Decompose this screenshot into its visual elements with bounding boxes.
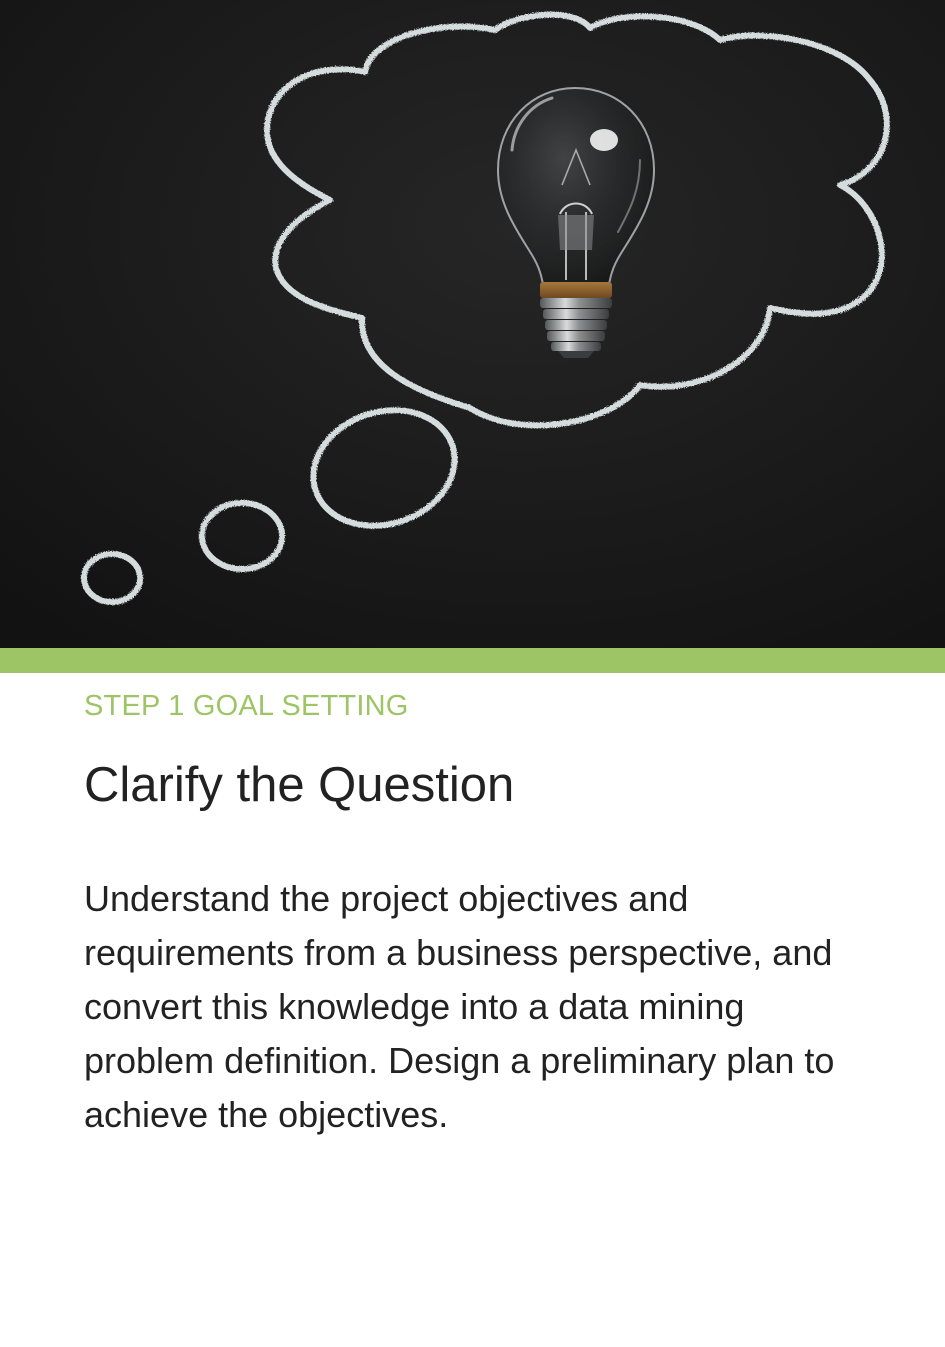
thought-bubble-small-icon [81, 551, 143, 605]
chalkboard-background [0, 0, 945, 648]
card-body-text: Understand the project objectives and re… [84, 878, 835, 1135]
accent-bar [0, 648, 945, 673]
thought-bubble-large-icon [310, 407, 458, 529]
thought-bubble-medium-icon [199, 500, 285, 572]
step-label: STEP 1 GOAL SETTING [84, 690, 409, 722]
thought-cloud-icon [263, 11, 890, 429]
hero-image [0, 0, 945, 648]
chalkboard-illustration [0, 0, 945, 648]
card-title: Clarify the Question [84, 758, 515, 812]
light-bulb-icon [496, 86, 656, 358]
